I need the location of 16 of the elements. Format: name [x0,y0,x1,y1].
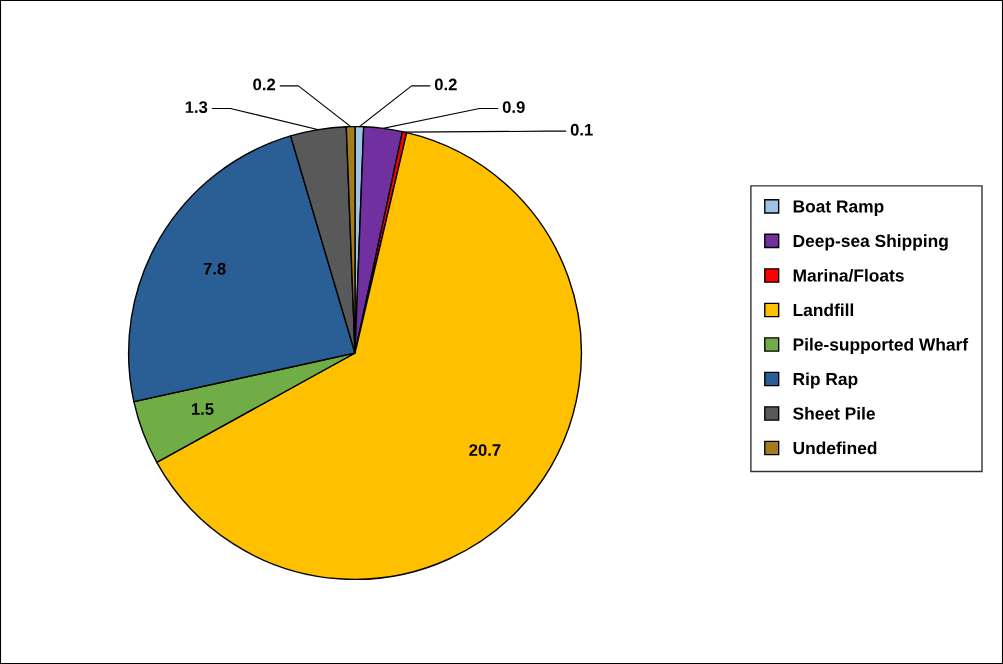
data-label: 7.8 [203,262,226,275]
data-label: 1.5 [191,403,214,415]
data-label: 1.3 [185,101,208,114]
legend-label: Pile-supported Wharf [793,337,969,355]
data-label: 0.1 [570,123,593,136]
legend-label: Marina/Floats [793,268,904,282]
legend-label: Boat Ramp [793,200,884,217]
legend-label: Landfill [793,303,854,317]
data-label: 0.2 [434,78,457,91]
legend-label: Rip Rap [793,372,858,389]
data-label: 20.7 [469,444,501,456]
legend-label: Deep-sea Shipping [793,234,948,251]
legend-label: Undefined [793,441,877,455]
legend-label: Sheet Pile [793,406,875,420]
data-label: 0.9 [502,101,525,114]
data-label: 0.2 [253,78,276,91]
